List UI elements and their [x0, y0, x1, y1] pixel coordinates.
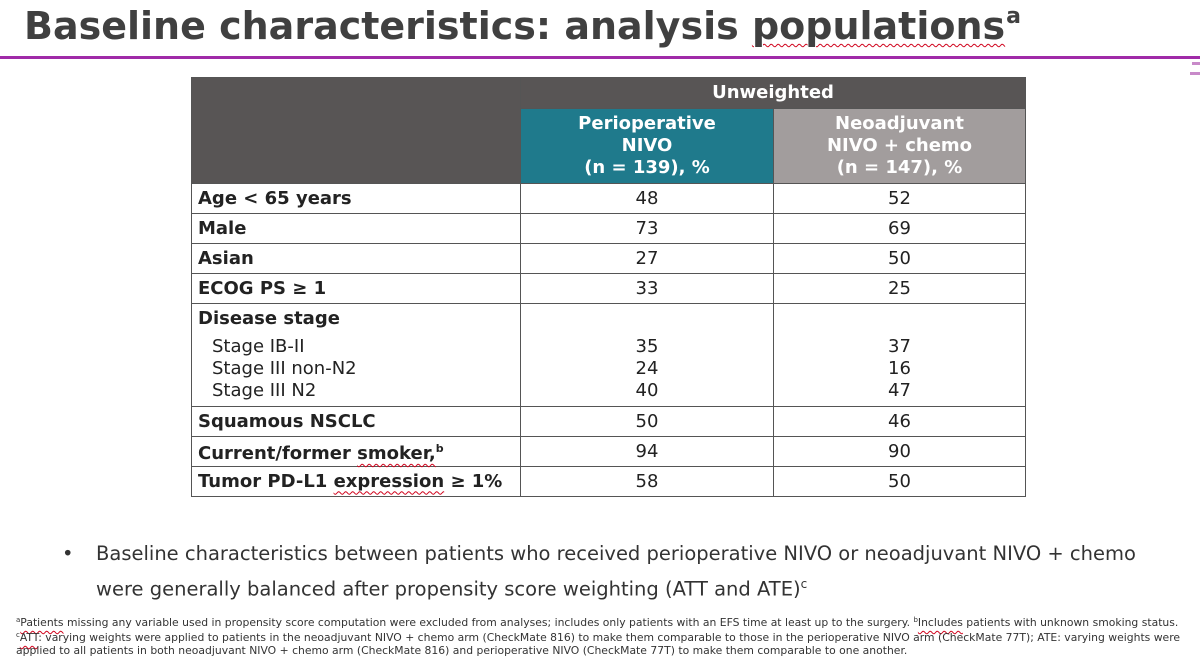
row-label: ECOG PS ≥ 1: [191, 273, 521, 304]
value-perioperative: 24: [635, 358, 659, 379]
row-label: Disease stage: [198, 308, 340, 329]
unweighted-header: Unweighted: [520, 77, 1026, 109]
value-neoadjuvant: 50: [773, 466, 1026, 497]
value-perioperative: 73: [520, 213, 774, 244]
table-corner-cell: [191, 77, 521, 184]
perioperative-nivo-header: Perioperative NIVO (n = 139), %: [520, 108, 774, 184]
disease-stage-labels: Disease stage Stage IB-II Stage III non-…: [191, 303, 521, 407]
sub-row-label: Stage III N2: [212, 380, 317, 401]
value-neoadjuvant: 50: [773, 243, 1026, 274]
table-row: Tumor PD-L1 expression ≥ 1% 58 50: [191, 466, 1026, 497]
table-row: Current/former smoker,b 94 90: [191, 436, 1026, 467]
neoadjuvant-nivo-chemo-header: Neoadjuvant NIVO + chemo (n = 147), %: [773, 108, 1026, 184]
table-row: Age < 65 years 48 52: [191, 183, 1026, 214]
disease-stage-neoadjuvant: 37 16 47: [773, 303, 1026, 407]
value-neoadjuvant: 37: [888, 336, 911, 357]
corner-decoration: [1188, 58, 1200, 118]
value-perioperative: 50: [520, 406, 774, 437]
title-divider: [0, 56, 1200, 59]
value-perioperative: 27: [520, 243, 774, 274]
row-label: Male: [191, 213, 521, 244]
disease-stage-perioperative: 35 24 40: [520, 303, 774, 407]
table-row: Male 73 69: [191, 213, 1026, 244]
row-label-smoker: Current/former smoker,b: [191, 436, 521, 467]
value-neoadjuvant: 25: [773, 273, 1026, 304]
value-neoadjuvant: 16: [888, 358, 911, 379]
row-label: Age < 65 years: [191, 183, 521, 214]
table-row-disease-stage: Disease stage Stage IB-II Stage III non-…: [191, 303, 1026, 407]
bullet-icon: •: [62, 542, 74, 565]
sub-row-label: Stage III non-N2: [212, 358, 357, 379]
value-neoadjuvant: 52: [773, 183, 1026, 214]
value-perioperative: 35: [635, 336, 659, 357]
title-superscript: a: [1006, 4, 1021, 29]
row-label: Asian: [191, 243, 521, 274]
value-neoadjuvant: 46: [773, 406, 1026, 437]
value-perioperative: 58: [520, 466, 774, 497]
value-neoadjuvant: 47: [888, 380, 911, 401]
value-perioperative: 40: [635, 380, 659, 401]
value-perioperative: 48: [520, 183, 774, 214]
title-text: Baseline characteristics: analysis: [24, 4, 752, 48]
footnotes: aPatients missing any variable used in p…: [16, 616, 1181, 657]
row-label: Squamous NSCLC: [191, 406, 521, 437]
baseline-table: Unweighted Perioperative NIVO (n = 139),…: [191, 77, 1026, 497]
bullet-text: Baseline characteristics between patient…: [96, 542, 1136, 601]
slide-title: Baseline characteristics: analysis popul…: [24, 4, 1021, 48]
table-row: ECOG PS ≥ 1 33 25: [191, 273, 1026, 304]
value-perioperative: 33: [520, 273, 774, 304]
value-neoadjuvant: 69: [773, 213, 1026, 244]
title-text-populations: populations: [751, 4, 1006, 48]
sub-row-label: Stage IB-II: [212, 336, 305, 357]
table-row: Squamous NSCLC 50 46: [191, 406, 1026, 437]
value-neoadjuvant: 90: [773, 436, 1026, 467]
value-perioperative: 94: [520, 436, 774, 467]
row-label-pdl1: Tumor PD-L1 expression ≥ 1%: [191, 466, 521, 497]
table-row: Asian 27 50: [191, 243, 1026, 274]
